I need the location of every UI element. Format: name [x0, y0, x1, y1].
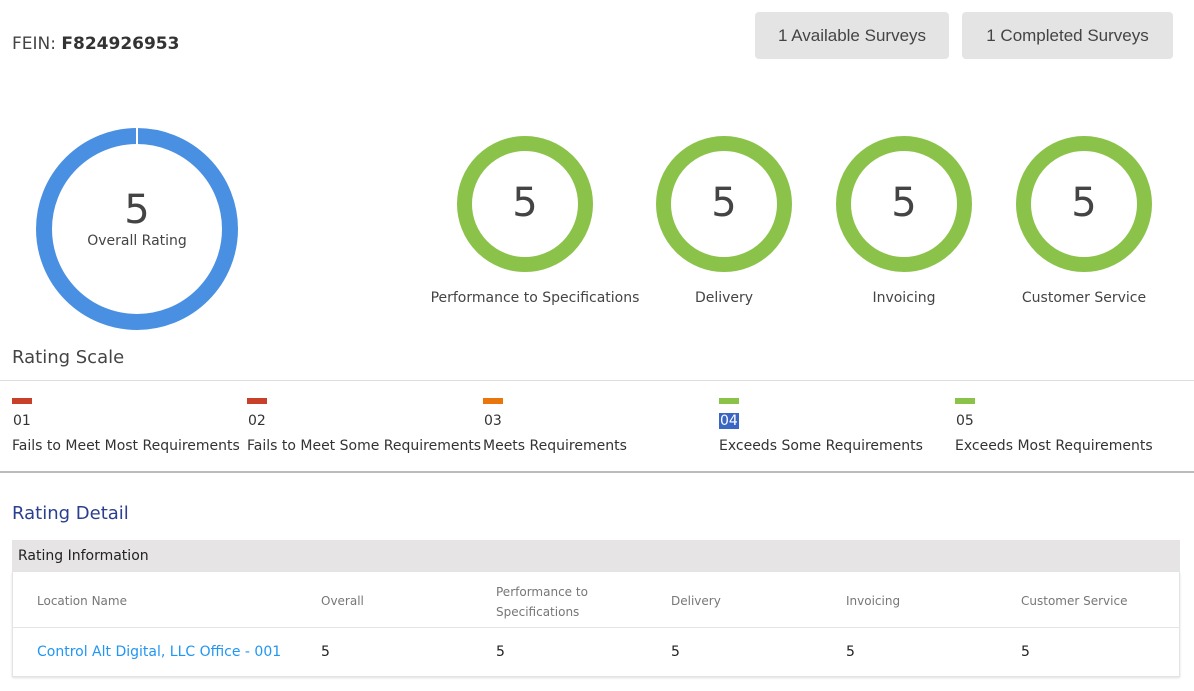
rating-detail-title: Rating Detail — [12, 503, 129, 524]
column-header: Performance to Specifications — [496, 585, 588, 619]
donut-gap — [136, 128, 138, 146]
table-cell: 5 — [671, 644, 680, 660]
scale-number: 01 — [13, 413, 31, 429]
table-header: Location Name Overall Performance to Spe… — [13, 572, 1179, 628]
scale-color-bar — [247, 398, 267, 404]
table-row: Control Alt Digital, LLC Office - 001 5 … — [13, 628, 1179, 676]
scale-item-02: 02 Fails to Meet Some Requirements — [247, 398, 483, 454]
column-header: Overall — [321, 594, 364, 608]
invoicing-value: 5 — [891, 180, 917, 226]
scale-color-bar — [955, 398, 975, 404]
scale-color-bar — [12, 398, 32, 404]
table-cell: 5 — [846, 644, 855, 660]
scale-number: 05 — [956, 413, 974, 429]
available-surveys-button[interactable]: 1 Available Surveys — [755, 12, 949, 59]
scale-item-01: 01 Fails to Meet Most Requirements — [12, 398, 248, 454]
fein-label: FEIN: — [12, 34, 56, 54]
rating-table: Location Name Overall Performance to Spe… — [12, 572, 1180, 677]
scale-label: Exceeds Some Requirements — [719, 438, 923, 454]
scale-color-bar — [719, 398, 739, 404]
rating-information-header: Rating Information — [12, 540, 1180, 572]
customer-service-label: Customer Service — [1021, 290, 1147, 306]
column-header: Customer Service — [1021, 594, 1128, 608]
scale-label: Fails to Meet Some Requirements — [247, 438, 482, 454]
scale-label: Meets Requirements — [483, 438, 627, 454]
scale-number: 02 — [248, 413, 266, 429]
fein-value: F824926953 — [61, 34, 180, 54]
scale-label: Fails to Meet Most Requirements — [12, 438, 240, 454]
overall-rating-label: Overall Rating — [87, 233, 187, 249]
delivery-label: Delivery — [694, 290, 754, 306]
location-link[interactable]: Control Alt Digital, LLC Office - 001 — [37, 644, 282, 660]
column-header: Delivery — [671, 594, 721, 608]
scale-number: 03 — [484, 413, 502, 429]
column-header: Invoicing — [846, 594, 901, 608]
delivery-value: 5 — [711, 180, 737, 226]
scale-item-05: 05 Exceeds Most Requirements — [955, 398, 1191, 454]
table-cell: 5 — [321, 644, 330, 660]
divider — [0, 471, 1194, 473]
invoicing-label: Invoicing — [872, 290, 936, 306]
column-header: Location Name — [37, 594, 127, 608]
customer-service-value: 5 — [1071, 180, 1097, 226]
fein: FEIN: F824926953 — [12, 34, 179, 54]
overall-rating-value: 5 — [124, 187, 150, 233]
scale-label: Exceeds Most Requirements — [955, 438, 1153, 454]
scale-number-selected: 04 — [719, 413, 739, 429]
rating-scale-title: Rating Scale — [12, 347, 125, 368]
table-cell: 5 — [1021, 644, 1030, 660]
scale-color-bar — [483, 398, 503, 404]
divider — [0, 380, 1194, 381]
scale-item-04: 04 Exceeds Some Requirements — [719, 398, 955, 454]
table-cell: 5 — [496, 644, 505, 660]
performance-value: 5 — [512, 180, 538, 226]
completed-surveys-button[interactable]: 1 Completed Surveys — [962, 12, 1173, 59]
performance-label: Performance to Specifications — [430, 290, 640, 306]
scale-item-03: 03 Meets Requirements — [483, 398, 719, 454]
